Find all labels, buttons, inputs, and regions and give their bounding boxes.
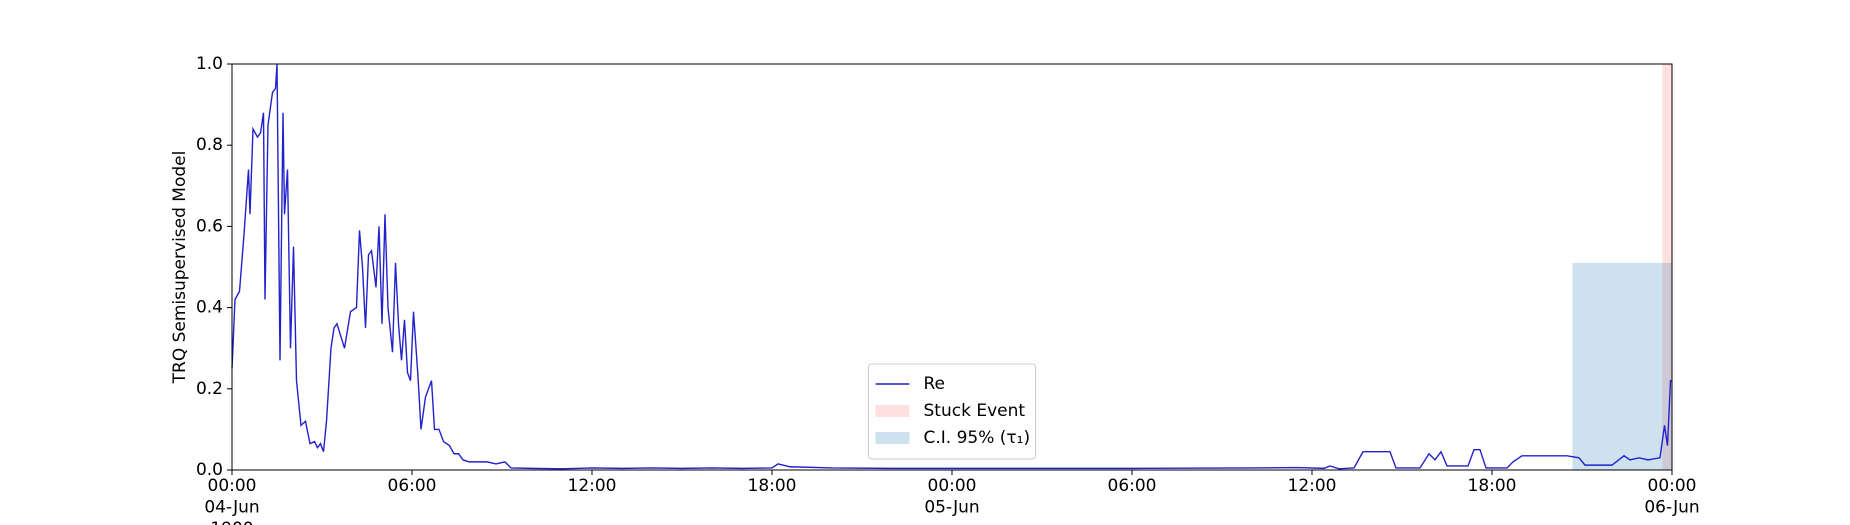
legend-swatch: [875, 432, 910, 444]
y-axis-label: TRQ Semisupervised Model: [170, 151, 190, 385]
x-tick-label: 05-Jun: [924, 498, 979, 518]
data-line: [231, 63, 1672, 470]
y-tick-label: 0.4: [196, 298, 223, 318]
x-tick-label: 06:00: [388, 476, 437, 496]
legend-label: Stuck Event: [924, 401, 1026, 421]
x-tick-label: 00:00: [208, 476, 257, 496]
y-tick-label: 0.6: [196, 216, 223, 236]
x-tick-label: 00:00: [1648, 476, 1697, 496]
x-tick-label: 06-Jun: [1644, 498, 1699, 518]
y-tick-label: 1.0: [196, 54, 223, 74]
x-tick-label: 1900: [210, 519, 253, 525]
x-tick-label: 18:00: [1468, 476, 1517, 496]
x-tick-label: 04-Jun: [204, 498, 259, 518]
x-tick-label: 12:00: [1288, 476, 1337, 496]
y-tick-label: 0.2: [196, 379, 223, 399]
x-tick-label: 00:00: [928, 476, 977, 496]
legend-label: C.I. 95% (τ₁): [924, 428, 1031, 448]
span: [1662, 64, 1672, 470]
x-tick-label: 12:00: [568, 476, 617, 496]
legend-label: Re: [924, 374, 946, 394]
legend-swatch: [875, 405, 910, 417]
y-tick-label: 0.0: [196, 460, 223, 480]
legend-box: [868, 363, 1036, 460]
legend: Re Stuck Event C.I. 95% (τ₁): [868, 363, 1036, 460]
span: [1572, 262, 1672, 470]
x-tick-label: 18:00: [748, 476, 797, 496]
y-tick-label: 0.8: [196, 135, 223, 155]
x-tick-label: 06:00: [1108, 476, 1157, 496]
